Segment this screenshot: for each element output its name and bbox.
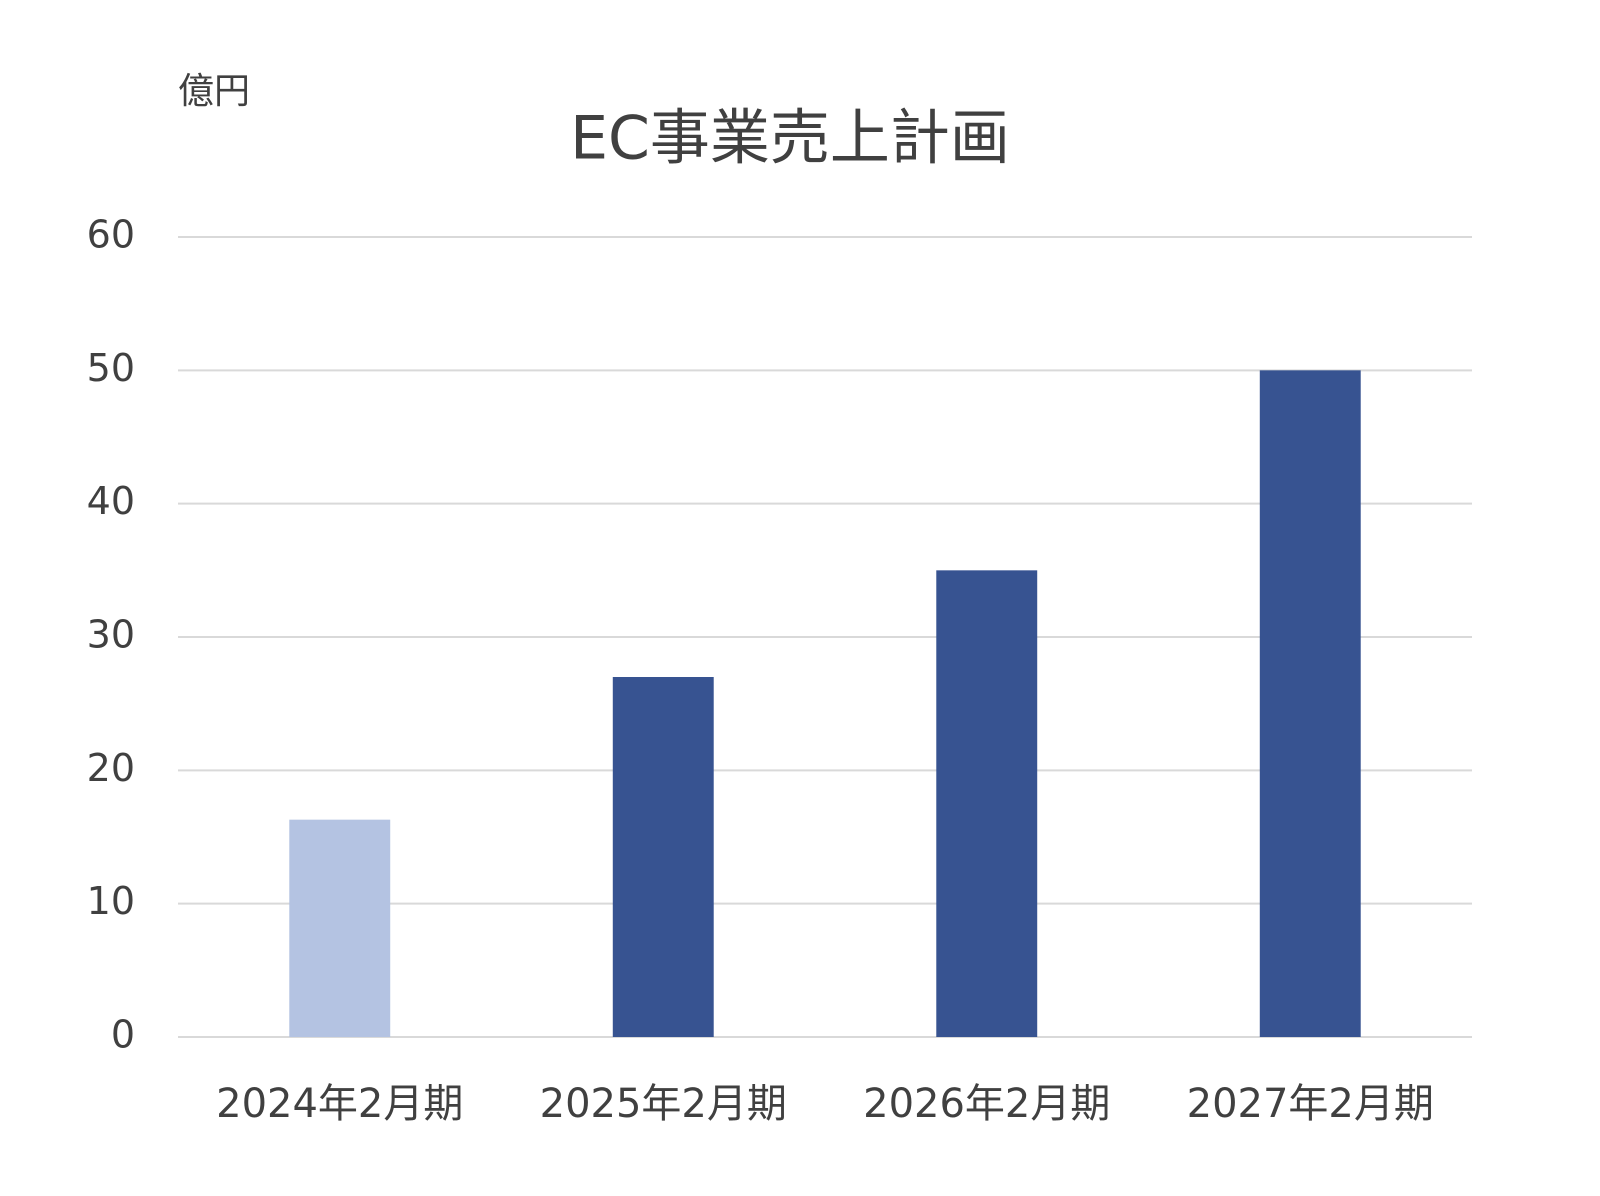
chart-title: EC事業売上計画 [570, 104, 1010, 174]
bar [936, 570, 1038, 1037]
unit-label: 億円 [178, 71, 250, 112]
y-tick-label: 50 [87, 346, 135, 390]
bar [1259, 370, 1361, 1037]
x-tick-label: 2024年2月期 [216, 1081, 463, 1127]
y-tick-label: 10 [87, 879, 135, 923]
y-tick-label: 40 [87, 479, 135, 523]
y-tick-label: 60 [87, 213, 135, 257]
y-tick-label: 30 [87, 613, 135, 657]
bar [612, 677, 714, 1037]
x-tick-label: 2026年2月期 [863, 1081, 1110, 1127]
y-tick-label: 20 [87, 746, 135, 790]
y-tick-label: 0 [111, 1013, 135, 1057]
x-tick-label: 2025年2月期 [540, 1081, 787, 1127]
x-tick-label: 2027年2月期 [1187, 1081, 1434, 1127]
bar [289, 819, 391, 1037]
